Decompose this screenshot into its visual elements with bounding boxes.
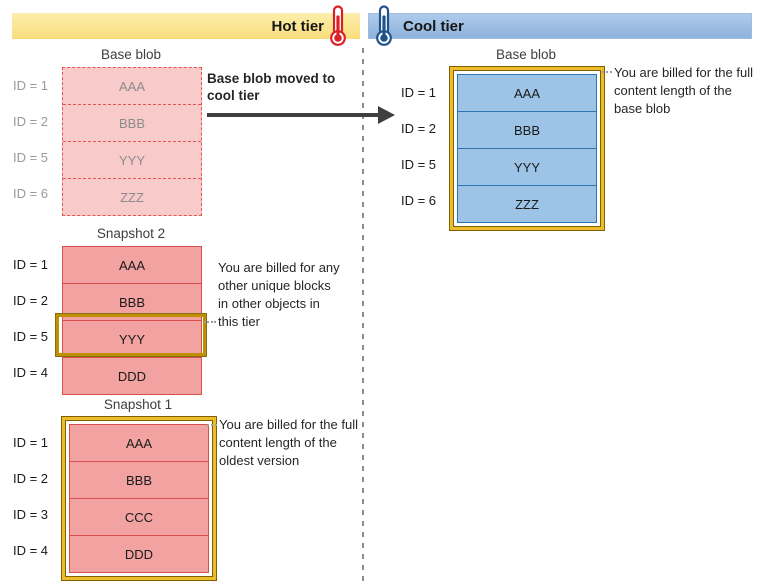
block-id-label: ID = 5	[400, 156, 436, 172]
snapshot2-group: Snapshot 2 ID = 1 ID = 2 ID = 5 ID = 4 A…	[10, 226, 202, 395]
hot-thermometer-icon	[330, 5, 346, 46]
move-arrow-head-icon	[378, 106, 395, 124]
hot-base-blob-table: AAA BBB YYY ZZZ	[62, 67, 202, 216]
block-cell: DDD	[63, 357, 201, 394]
snapshot2-annotation: You are billed for any other unique bloc…	[218, 260, 340, 329]
block-id-label: ID = 1	[12, 256, 48, 272]
cool-base-blob-table: AAA BBB YYY ZZZ	[457, 74, 597, 223]
block-cell: BBB	[70, 461, 208, 498]
move-arrow-label: Base blob moved to cool tier	[207, 71, 336, 103]
block-id-label: ID = 1	[12, 77, 48, 93]
cool-base-annotation: You are billed for the full content leng…	[614, 65, 754, 116]
cool-base-blob-title: Base blob	[495, 47, 557, 62]
block-id-label: ID = 5	[12, 328, 48, 344]
cool-base-blob-group: Base blob ID = 1 ID = 2 ID = 5 ID = 6 AA…	[398, 47, 604, 230]
block-cell: ZZZ	[63, 178, 201, 215]
block-id-label: ID = 1	[400, 84, 436, 100]
hot-tier-band: Hot tier	[12, 13, 360, 39]
cool-tier-band: Cool tier	[368, 13, 752, 39]
cool-base-blob-id-column: ID = 1 ID = 2 ID = 5 ID = 6	[398, 67, 450, 218]
block-cell: BBB	[63, 104, 201, 141]
snapshot1-highlight-box: AAA BBB CCC DDD	[62, 417, 216, 580]
cool-thermometer-icon	[376, 5, 392, 46]
dotted-leader	[204, 321, 216, 323]
cool-base-highlight-box: AAA BBB YYY ZZZ	[450, 67, 604, 230]
snapshot1-annotation: You are billed for the full content leng…	[219, 417, 359, 468]
block-id-label: ID = 4	[12, 542, 48, 558]
hot-tier-label: Hot tier	[271, 17, 325, 35]
snapshot1-group: Snapshot 1 ID = 1 ID = 2 ID = 3 ID = 4 A…	[10, 397, 216, 580]
snapshot1-table: AAA BBB CCC DDD	[69, 424, 209, 573]
tier-divider-line	[362, 48, 364, 583]
hot-base-blob-title: Base blob	[100, 47, 162, 62]
block-cell: CCC	[70, 498, 208, 535]
move-arrow-line	[207, 113, 379, 117]
block-cell: BBB	[63, 283, 201, 320]
snapshot1-title: Snapshot 1	[103, 397, 173, 412]
block-id-label: ID = 6	[400, 192, 436, 208]
dotted-leader	[207, 424, 217, 426]
block-cell: DDD	[70, 535, 208, 572]
block-id-label: ID = 2	[12, 292, 48, 308]
block-cell: YYY	[458, 148, 596, 185]
block-id-label: ID = 3	[12, 506, 48, 522]
snapshot1-id-column: ID = 1 ID = 2 ID = 3 ID = 4	[10, 417, 62, 568]
snapshot2-id-column: ID = 1 ID = 2 ID = 5 ID = 4	[10, 246, 62, 390]
block-cell: AAA	[125, 435, 152, 451]
block-id-label: ID = 6	[12, 185, 48, 201]
unique-block-highlight-box	[56, 314, 206, 356]
dotted-leader	[602, 71, 612, 73]
block-id-label: ID = 2	[12, 113, 48, 129]
hot-base-blob-id-column: ID = 1 ID = 2 ID = 5 ID = 6	[10, 67, 62, 211]
block-id-label: ID = 5	[12, 149, 48, 165]
cool-tier-label: Cool tier	[403, 17, 464, 35]
block-cell: BBB	[458, 111, 596, 148]
block-id-label: ID = 2	[12, 470, 48, 486]
snapshot2-title: Snapshot 2	[96, 226, 166, 241]
block-cell: AAA	[513, 85, 540, 101]
block-cell: YYY	[63, 141, 201, 178]
block-cell: AAA	[118, 78, 145, 94]
block-cell: YYY	[63, 320, 201, 357]
hot-base-blob-group: Base blob ID = 1 ID = 2 ID = 5 ID = 6 AA…	[10, 47, 202, 216]
block-id-label: ID = 4	[12, 364, 48, 380]
block-id-label: ID = 1	[12, 434, 48, 450]
block-cell: ZZZ	[458, 185, 596, 222]
block-id-label: ID = 2	[400, 120, 436, 136]
block-cell: AAA	[118, 257, 145, 273]
snapshot2-table: AAA BBB YYY DDD	[62, 246, 202, 395]
